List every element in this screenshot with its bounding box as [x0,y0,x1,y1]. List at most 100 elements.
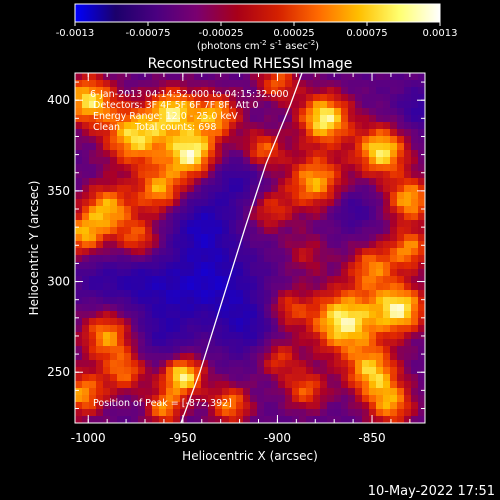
heatmap-cell [236,136,244,144]
heatmap-cell [89,101,97,109]
heatmap-cell [110,290,118,298]
heatmap-cell [348,346,356,354]
heatmap-cell [138,199,146,207]
heatmap-cell [257,283,265,291]
heatmap-cell [110,164,118,172]
heatmap-cell [376,318,384,326]
heatmap-cell [271,297,279,305]
heatmap-cell [355,402,363,410]
heatmap-cell [222,374,230,382]
heatmap-cell [222,269,230,277]
heatmap-cell [299,171,307,179]
heatmap-cell [320,248,328,256]
heatmap-cell [229,346,237,354]
heatmap-cell [362,304,370,312]
heatmap-cell [215,388,223,396]
heatmap-cell [334,304,342,312]
heatmap-cell [243,325,251,333]
heatmap-cell [362,283,370,291]
heatmap-cell [173,192,181,200]
heatmap-cell [292,262,300,270]
heatmap-cell [404,367,412,375]
heatmap-cell [278,402,286,410]
heatmap-cell [117,157,125,165]
heatmap-cell [75,346,83,354]
heatmap-cell [180,150,188,158]
heatmap-cell [96,318,104,326]
heatmap-cell [313,374,321,382]
heatmap-cell [215,297,223,305]
heatmap-cell [131,171,139,179]
heatmap-cell [320,80,328,88]
heatmap-cell [89,374,97,382]
heatmap-cell [152,304,160,312]
heatmap-cell [229,122,237,130]
heatmap-cell [313,213,321,221]
heatmap-cell [299,367,307,375]
heatmap-cell [313,304,321,312]
heatmap-cell [285,346,293,354]
heatmap-cell [397,402,405,410]
heatmap-cell [369,262,377,270]
heatmap-cell [229,304,237,312]
heatmap-cell [138,248,146,256]
heatmap-cell [215,143,223,151]
heatmap-cell [159,297,167,305]
heatmap-cell [418,206,425,214]
heatmap-cell [82,136,90,144]
heatmap-cell [103,367,111,375]
heatmap-cell [285,325,293,333]
heatmap-cell [299,192,307,200]
heatmap-cell [180,234,188,242]
heatmap-cell [236,283,244,291]
heatmap-cell [110,129,118,137]
heatmap-cell [411,325,419,333]
heatmap-cell [250,339,258,347]
heatmap-cell [229,150,237,158]
heatmap-cell [411,248,419,256]
heatmap-cell [75,409,83,417]
heatmap-cell [229,80,237,88]
heatmap-cell [411,353,419,361]
heatmap-cell [397,353,405,361]
heatmap-cell [250,122,258,130]
heatmap-cell [180,129,188,137]
heatmap-cell [327,416,335,423]
heatmap-cell [292,199,300,207]
heatmap-cell [124,346,132,354]
heatmap-cell [117,122,125,130]
heatmap-cell [201,227,209,235]
heatmap-cell [215,136,223,144]
heatmap-cell [369,101,377,109]
heatmap-cell [82,73,90,81]
heatmap-cell [362,269,370,277]
heatmap-cell [110,87,118,95]
heatmap-cell [250,269,258,277]
heatmap-cell [110,304,118,312]
heatmap-cell [313,206,321,214]
heatmap-cell [320,388,328,396]
heatmap-cell [194,269,202,277]
heatmap-cell [145,402,153,410]
heatmap-cell [131,332,139,340]
heatmap-cell [313,122,321,130]
heatmap-cell [348,199,356,207]
heatmap-cell [222,80,230,88]
heatmap-cell [411,395,419,403]
heatmap-cell [278,234,286,242]
heatmap-cell [404,262,412,270]
heatmap-cell [243,150,251,158]
heatmap-cell [362,101,370,109]
heatmap-cell [131,367,139,375]
heatmap-cell [376,122,384,130]
heatmap-cell [376,234,384,242]
heatmap-cell [285,73,293,81]
heatmap-cell [208,395,216,403]
heatmap-cell [75,395,83,403]
heatmap-cell [292,339,300,347]
heatmap-cell [411,87,419,95]
heatmap-cell [306,157,314,165]
heatmap-cell [159,248,167,256]
heatmap-cell [390,374,398,382]
heatmap-cell [257,276,265,284]
